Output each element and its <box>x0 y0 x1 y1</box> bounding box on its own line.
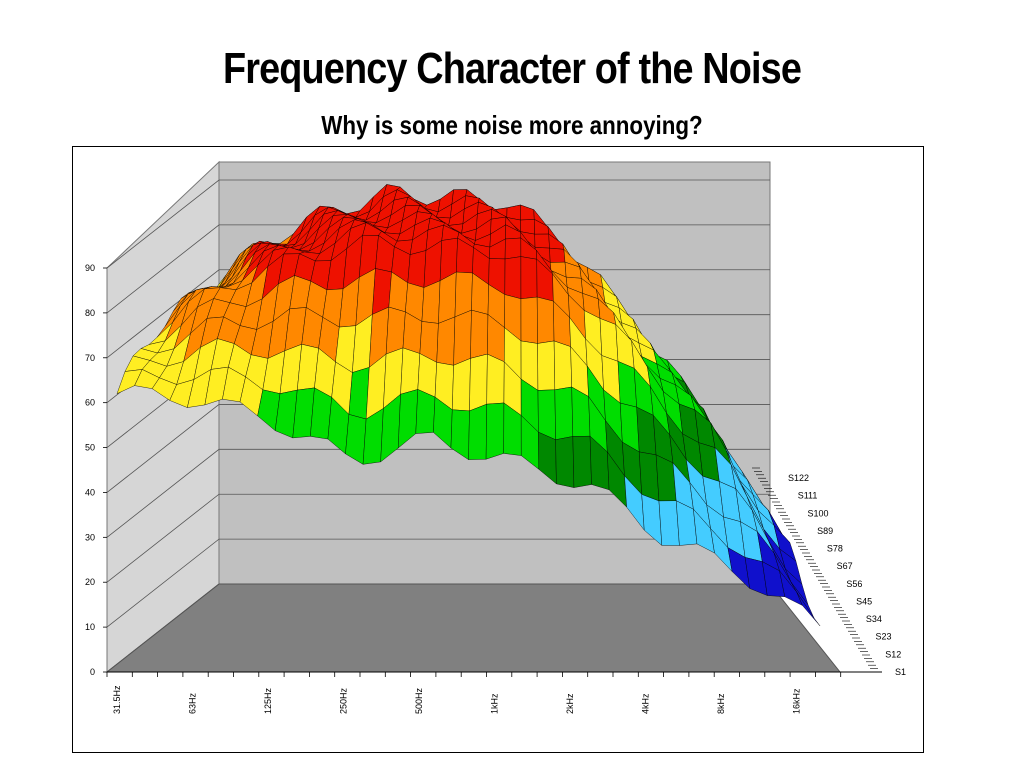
gridline <box>106 538 770 628</box>
x-tick-label: 63Hz <box>188 692 198 714</box>
z-tick-label: 50 <box>85 443 95 453</box>
surface-patch <box>520 256 538 300</box>
z-tick-label: 20 <box>85 577 95 587</box>
series-tick-label: S1 <box>895 667 906 677</box>
surface-patch <box>453 309 472 366</box>
surface-patch <box>536 296 555 344</box>
series-tick-label: S56 <box>846 579 862 589</box>
series-tick-label: S122 <box>788 473 809 483</box>
surface-patch <box>400 347 421 395</box>
series-tick-label: S89 <box>817 526 833 536</box>
series-tick-label: S34 <box>866 614 882 624</box>
gridline <box>106 583 770 673</box>
surface-patch <box>469 353 488 412</box>
surface-patch <box>599 318 619 362</box>
z-tick-label: 60 <box>85 398 95 408</box>
surface-patch <box>554 386 574 440</box>
surface-patch <box>485 402 505 460</box>
surface-patch <box>385 306 406 355</box>
series-tick-label: S111 <box>798 491 818 501</box>
gridline <box>106 493 770 583</box>
surface-patch <box>415 389 436 434</box>
x-tick-label: 1kHz <box>490 693 500 714</box>
surface-patch <box>454 271 473 318</box>
series-tick-label: S23 <box>876 632 892 642</box>
x-tick-label: 4kHz <box>641 693 651 714</box>
z-tick-label: 70 <box>85 353 95 363</box>
surface-patch <box>534 233 550 249</box>
z-tick-label: 30 <box>85 532 95 542</box>
floor <box>105 583 842 673</box>
surface-patch <box>572 435 592 488</box>
surface-patch <box>537 340 556 391</box>
surface-patch <box>486 353 505 405</box>
x-tick-label: 31.5Hz <box>112 685 122 714</box>
surface-patch <box>796 592 821 627</box>
surface-patch <box>504 237 522 260</box>
z-tick-label: 40 <box>85 487 95 497</box>
surface-patch <box>436 316 456 366</box>
surface-patch <box>537 389 556 441</box>
x-tick-label: 8kHz <box>716 693 726 714</box>
slide-title: Frequency Character of the Noise <box>222 44 802 93</box>
x-tick-label: 250Hz <box>339 687 349 714</box>
x-tick-label: 500Hz <box>414 687 424 714</box>
gridline <box>106 224 770 314</box>
z-tick-label: 80 <box>85 308 95 318</box>
surface-patch <box>638 451 660 502</box>
slide-subtitle: Why is some noise more annoying? <box>321 110 703 140</box>
surface-patch <box>555 436 575 488</box>
surface-plot <box>116 183 821 627</box>
series-tick-label: S100 <box>807 508 828 518</box>
x-tick-label: 16kHz <box>792 688 802 714</box>
x-tick-label: 2kHz <box>565 693 575 714</box>
series-tick-label: S12 <box>885 649 901 659</box>
surface-patch <box>617 361 637 408</box>
series-tick-label: S45 <box>856 596 872 606</box>
z-tick-label: 10 <box>85 622 95 632</box>
surface-patch <box>549 247 566 263</box>
z-tick-label: 90 <box>85 263 95 273</box>
series-tick-label: S78 <box>827 544 843 554</box>
z-tick-label: 0 <box>90 667 95 677</box>
gridline <box>106 179 770 269</box>
surface-patch <box>348 367 370 420</box>
surface-patch <box>421 280 441 324</box>
surface-patch <box>520 296 538 344</box>
surface-patch <box>504 256 522 300</box>
x-tick-label: 125Hz <box>263 687 273 714</box>
surface-patch <box>553 340 572 391</box>
surface-patch <box>470 309 489 359</box>
surface-patch <box>452 358 471 412</box>
surface-patch <box>658 500 680 546</box>
surface-patch <box>407 250 427 288</box>
surface-patch <box>468 403 487 460</box>
series-tick-label: S67 <box>837 561 853 571</box>
